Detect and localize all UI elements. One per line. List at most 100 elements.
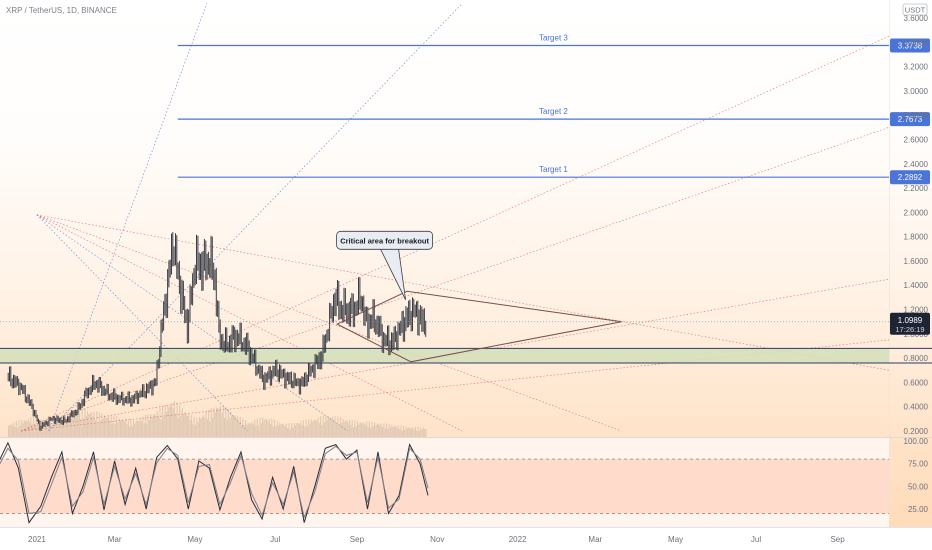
volume-bar bbox=[399, 429, 401, 437]
volume-bar bbox=[314, 419, 316, 437]
volume-bar bbox=[230, 412, 232, 437]
volume-bar bbox=[379, 425, 381, 437]
stoch-tick-label: 50.00 bbox=[908, 482, 929, 491]
x-tick-label: Jul bbox=[751, 535, 761, 544]
volume-bar bbox=[123, 421, 125, 437]
volume-bar bbox=[367, 426, 369, 437]
y-tick-label: 2.0000 bbox=[904, 208, 929, 217]
volume-bar bbox=[192, 424, 194, 437]
volume-bar bbox=[180, 415, 182, 437]
fan-line-7 bbox=[20, 126, 890, 432]
axis-layer: 3.3738 2.7673 2.2892 3.6000 3.4000 3.2000 3.00… bbox=[0, 3, 932, 550]
volume-bar bbox=[404, 429, 406, 437]
volume-bar bbox=[183, 414, 185, 437]
volume-bar bbox=[325, 415, 327, 437]
y-tick-label: 1.6000 bbox=[904, 257, 929, 266]
volume-bar bbox=[416, 430, 418, 437]
callout-layer: Critical area for breakout bbox=[336, 230, 434, 300]
volume-bar bbox=[401, 430, 403, 437]
volume-bar bbox=[176, 402, 178, 437]
volume-bar bbox=[150, 413, 152, 437]
y-tick-label: 2.2000 bbox=[904, 184, 929, 193]
volume-bar bbox=[400, 425, 402, 437]
volume-bar bbox=[392, 426, 394, 437]
volume-bar bbox=[347, 422, 349, 437]
volume-bar bbox=[381, 427, 384, 437]
unit-label-box bbox=[902, 3, 928, 16]
volume-bar bbox=[98, 412, 100, 437]
volume-bar bbox=[252, 424, 255, 437]
volume-bar bbox=[212, 417, 214, 437]
volume-bar bbox=[146, 423, 148, 437]
volume-bar bbox=[395, 425, 397, 437]
volume-bar bbox=[413, 429, 415, 437]
volume-bar bbox=[270, 423, 272, 437]
volume-bar bbox=[254, 419, 256, 437]
y-tick-label: 2.4000 bbox=[904, 160, 929, 169]
y-tick-label: 0.4000 bbox=[904, 403, 929, 412]
volume-bar bbox=[152, 414, 154, 437]
volume-bar bbox=[250, 423, 252, 437]
volume-bar bbox=[109, 420, 111, 437]
volume-bar bbox=[308, 419, 310, 437]
volume-bar bbox=[421, 429, 423, 437]
volume-bar bbox=[333, 421, 335, 437]
volume-bar bbox=[171, 402, 173, 437]
volume-bar bbox=[222, 406, 224, 437]
volume-bar bbox=[137, 421, 139, 437]
volume-bar bbox=[316, 421, 318, 437]
y-tick-label: 0.2000 bbox=[904, 427, 929, 436]
volume-bar bbox=[331, 416, 334, 437]
volume-bar bbox=[177, 418, 179, 437]
volume-bar bbox=[387, 428, 389, 437]
volume-bar bbox=[246, 424, 248, 437]
volume-bar bbox=[283, 423, 285, 437]
volume-bar bbox=[188, 413, 190, 437]
volume-bar bbox=[135, 420, 137, 437]
volume-bar bbox=[335, 423, 337, 437]
volume-bar bbox=[80, 419, 82, 437]
volume-bar bbox=[302, 420, 305, 437]
volume-bar bbox=[122, 419, 124, 437]
volume-bar bbox=[213, 407, 215, 437]
volume-bar bbox=[380, 423, 382, 437]
volume-bar bbox=[200, 418, 202, 437]
volume-bar bbox=[370, 428, 372, 437]
fan-lines bbox=[20, 3, 890, 432]
target-label: Target 3 bbox=[539, 34, 568, 43]
volume-bar bbox=[140, 421, 143, 437]
volume-bar bbox=[189, 420, 191, 437]
target-label: Target 2 bbox=[539, 107, 568, 116]
volume-bar bbox=[238, 422, 240, 437]
volume-bar bbox=[209, 421, 211, 437]
volume-bar bbox=[341, 423, 343, 437]
volume-bar bbox=[425, 428, 427, 437]
volume-bar bbox=[414, 426, 417, 437]
volume-bar bbox=[113, 415, 115, 437]
stochastic-band bbox=[0, 459, 889, 514]
volume-bar bbox=[389, 427, 391, 437]
volume-bar bbox=[366, 421, 368, 437]
volume-bar bbox=[127, 418, 129, 437]
volume-bar bbox=[288, 423, 290, 437]
volume-bar bbox=[67, 412, 69, 437]
volume-bar bbox=[255, 425, 257, 437]
last-price-tag-bg bbox=[890, 312, 930, 335]
volume-bar bbox=[156, 410, 158, 437]
volume-bar bbox=[263, 420, 265, 437]
x-tick-label: Sep bbox=[350, 535, 365, 544]
volume-bar bbox=[287, 428, 289, 437]
volume-bar bbox=[339, 417, 341, 437]
volume-bar bbox=[185, 413, 187, 437]
volume-bar bbox=[351, 420, 353, 437]
volume-bar bbox=[9, 425, 11, 437]
volume-bar bbox=[355, 426, 357, 437]
volume-bar bbox=[317, 417, 319, 437]
chart-title: XRP / TetherUS, 1D, BINANCE bbox=[6, 6, 117, 15]
volume-bar bbox=[148, 420, 150, 437]
volume-bar bbox=[297, 423, 299, 437]
volume-bar bbox=[241, 425, 243, 437]
volume-bar bbox=[218, 408, 220, 437]
volume-bar bbox=[326, 419, 328, 437]
